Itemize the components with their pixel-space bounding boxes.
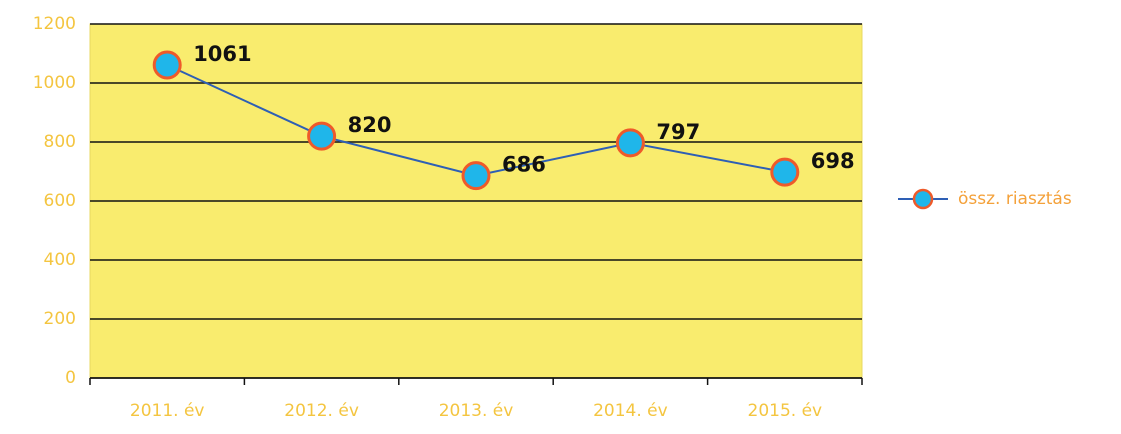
y-tick-label: 200: [44, 309, 76, 329]
x-tick-label: 2015. év: [748, 401, 823, 421]
value-label: 698: [811, 149, 855, 173]
x-tick-label: 2014. év: [593, 401, 668, 421]
y-tick-label: 400: [44, 250, 76, 270]
legend-marker: [912, 188, 934, 210]
x-tick-label: 2012. év: [284, 401, 359, 421]
marker: [770, 157, 800, 187]
value-label: 797: [656, 120, 700, 144]
y-tick-label: 0: [65, 368, 76, 388]
y-tick-label: 600: [44, 191, 76, 211]
y-tick-label: 1000: [33, 73, 76, 93]
y-tick-label: 1200: [33, 14, 76, 34]
marker: [152, 50, 182, 80]
y-tick-label: 800: [44, 132, 76, 152]
marker: [615, 128, 645, 158]
marker: [307, 121, 337, 151]
value-label: 1061: [193, 42, 251, 66]
x-tick-label: 2011. év: [130, 401, 205, 421]
value-label: 686: [502, 153, 546, 177]
marker: [461, 161, 491, 191]
x-tick-label: 2013. év: [439, 401, 514, 421]
value-label: 820: [348, 113, 392, 137]
legend-label: össz. riasztás: [958, 189, 1072, 209]
